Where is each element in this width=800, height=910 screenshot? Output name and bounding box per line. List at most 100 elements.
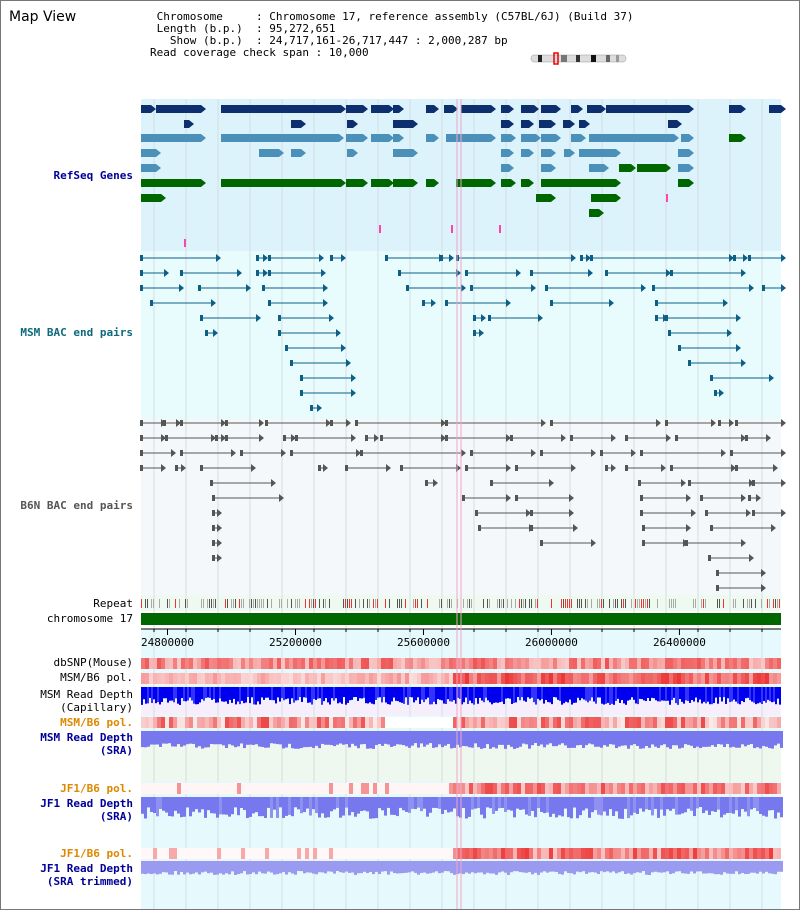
msm-b6-pol-cell [405,673,409,684]
label-msm-depth-sra-1[interactable]: MSM Read Depth [40,731,133,744]
msm-b6-pol-cell [345,673,349,684]
msm-depth-sra-bar [192,731,195,744]
dbsnp-cell [289,658,293,669]
msm-depth-sra-bar [405,731,408,747]
repeat-track[interactable] [141,599,780,608]
jf1-b6-pol-cell [573,783,577,794]
jf1-depth-sra-bar [762,797,765,816]
msm-depth-sra-bar [417,731,420,748]
msm-b6-pol2-cell [169,717,173,728]
jf1-depth-trim-bar [150,861,153,875]
msm-depth-cap-bar [591,687,593,698]
msm-b6-pol-cell [613,673,617,684]
msm-depth-cap-bar [619,687,621,703]
label-b6n-bac[interactable]: B6N BAC end pairs [20,499,133,512]
msm-depth-sra-bar [486,731,489,745]
msm-depth-cap-bar [739,687,741,705]
jf1-depth-sra-bar [417,797,420,808]
jf1-b6-pol-cell [517,783,521,794]
msm-depth-cap-bar [729,687,731,703]
label-refseq-genes[interactable]: RefSeq Genes [53,169,133,182]
msm-bac-pair-arrow [741,269,746,277]
jf1-b6-pol-cell [605,783,609,794]
dbsnp-cell [613,658,617,669]
jf1-depth-trim-bar [228,861,231,875]
label-jf1-b6-pol-2[interactable]: JF1/B6 pol. [60,847,133,860]
b6n-bac-pair-end [212,510,215,516]
length-row: Length (b.p.) : 95,272,651 [156,22,336,35]
b6n-bac-pair-arrow [749,554,754,562]
dbsnp-cell [313,658,317,669]
msm-depth-sra-bar [354,731,357,746]
b6n-bac-pair-arrow [749,479,754,487]
label-jf1-b6-pol[interactable]: JF1/B6 pol. [60,782,133,795]
msm-b6-pol2-cell [765,717,769,728]
msm-depth-cap-bar [649,687,651,701]
jf1-depth-trim-bar [141,861,144,874]
dbsnp-cell [653,658,657,669]
msm-depth-sra-bar [756,731,759,748]
jf1-depth-trim-bar [450,861,453,874]
label-repeat[interactable]: Repeat [93,597,133,610]
b6n-bac-pair-end [295,435,298,441]
jf1-depth-sra-bar [642,797,645,812]
jf1-b6-pol-cell [425,783,429,794]
msm-bac-pair-end [256,270,259,276]
msm-b6-pol2-cell [145,717,149,728]
msm-bac-track[interactable] [140,254,786,412]
refseq-genes-track[interactable] [141,105,786,247]
gene-arrow [363,134,368,142]
msm-depth-sra-bar [351,731,354,744]
msm-b6-pol-cell [353,673,357,684]
msm-depth-sra-bar [303,731,306,748]
jf1-b6-pol-cell [361,783,365,794]
msm-bac-pair-arrow [727,329,732,337]
b6n-bac-pair-end [710,525,713,531]
jf1-depth-trim-bar [633,861,636,874]
jf1-b6-pol-cell [557,783,561,794]
jf1-b6-pol2-cell [381,848,385,859]
b6n-bac-track[interactable] [140,419,786,592]
msm-depth-cap-bar [697,687,699,703]
msm-depth-sra-bar [477,731,480,748]
msm-depth-cap-bar [409,687,411,698]
label-jf1-depth-sra-1[interactable]: JF1 Read Depth [40,797,133,810]
msm-bac-pair-end [733,255,736,261]
jf1-b6-pol2-cell [533,848,537,859]
b6n-bac-pair-arrow [666,434,671,442]
repeat-element [287,599,288,608]
chromosome-ideogram[interactable] [530,52,627,65]
label-msm-depth-cap-1[interactable]: MSM Read Depth [40,688,133,701]
label-dbsnp[interactable]: dbSNP(Mouse) [53,656,133,669]
b6n-bac-pair-arrow [731,464,736,472]
dbsnp-cell [481,658,485,669]
msm-depth-cap-bar [579,687,581,701]
jf1-depth-sra-bar [300,797,303,814]
label-msm-b6-pol[interactable]: MSM/B6 pol. [60,671,133,684]
msm-b6-pol-cell [597,673,601,684]
b6n-bac-pair-end [140,435,143,441]
b6n-bac-pair-end [475,510,478,516]
gene-arrow [601,105,606,113]
msm-depth-sra-bar [324,731,327,745]
label-jf1-depth-trim-1[interactable]: JF1 Read Depth [40,862,133,875]
b6n-bac-pair-end [600,450,603,456]
show-key: Show (b.p.) [169,34,243,47]
msm-depth-cap-bar [363,687,365,698]
dbsnp-cell [405,658,409,669]
msm-depth-cap-bar [589,687,591,701]
msm-depth-cap-bar [313,687,315,699]
jf1-b6-pol2-cell [377,848,381,859]
label-msm-b6-pol-2[interactable]: MSM/B6 pol. [60,716,133,729]
msm-depth-sra-bar [147,731,150,747]
heatmap-tracks[interactable] [141,658,783,875]
jf1-depth-trim-bar [261,861,264,874]
dbsnp-cell [413,658,417,669]
msm-depth-sra-bar [747,731,750,745]
b6n-bac-pair-end [530,510,533,516]
msm-b6-pol2-cell [213,717,217,728]
repeat-element [591,599,592,608]
jf1-depth-sra-bar [309,797,312,816]
label-msm-bac[interactable]: MSM BAC end pairs [20,326,133,339]
